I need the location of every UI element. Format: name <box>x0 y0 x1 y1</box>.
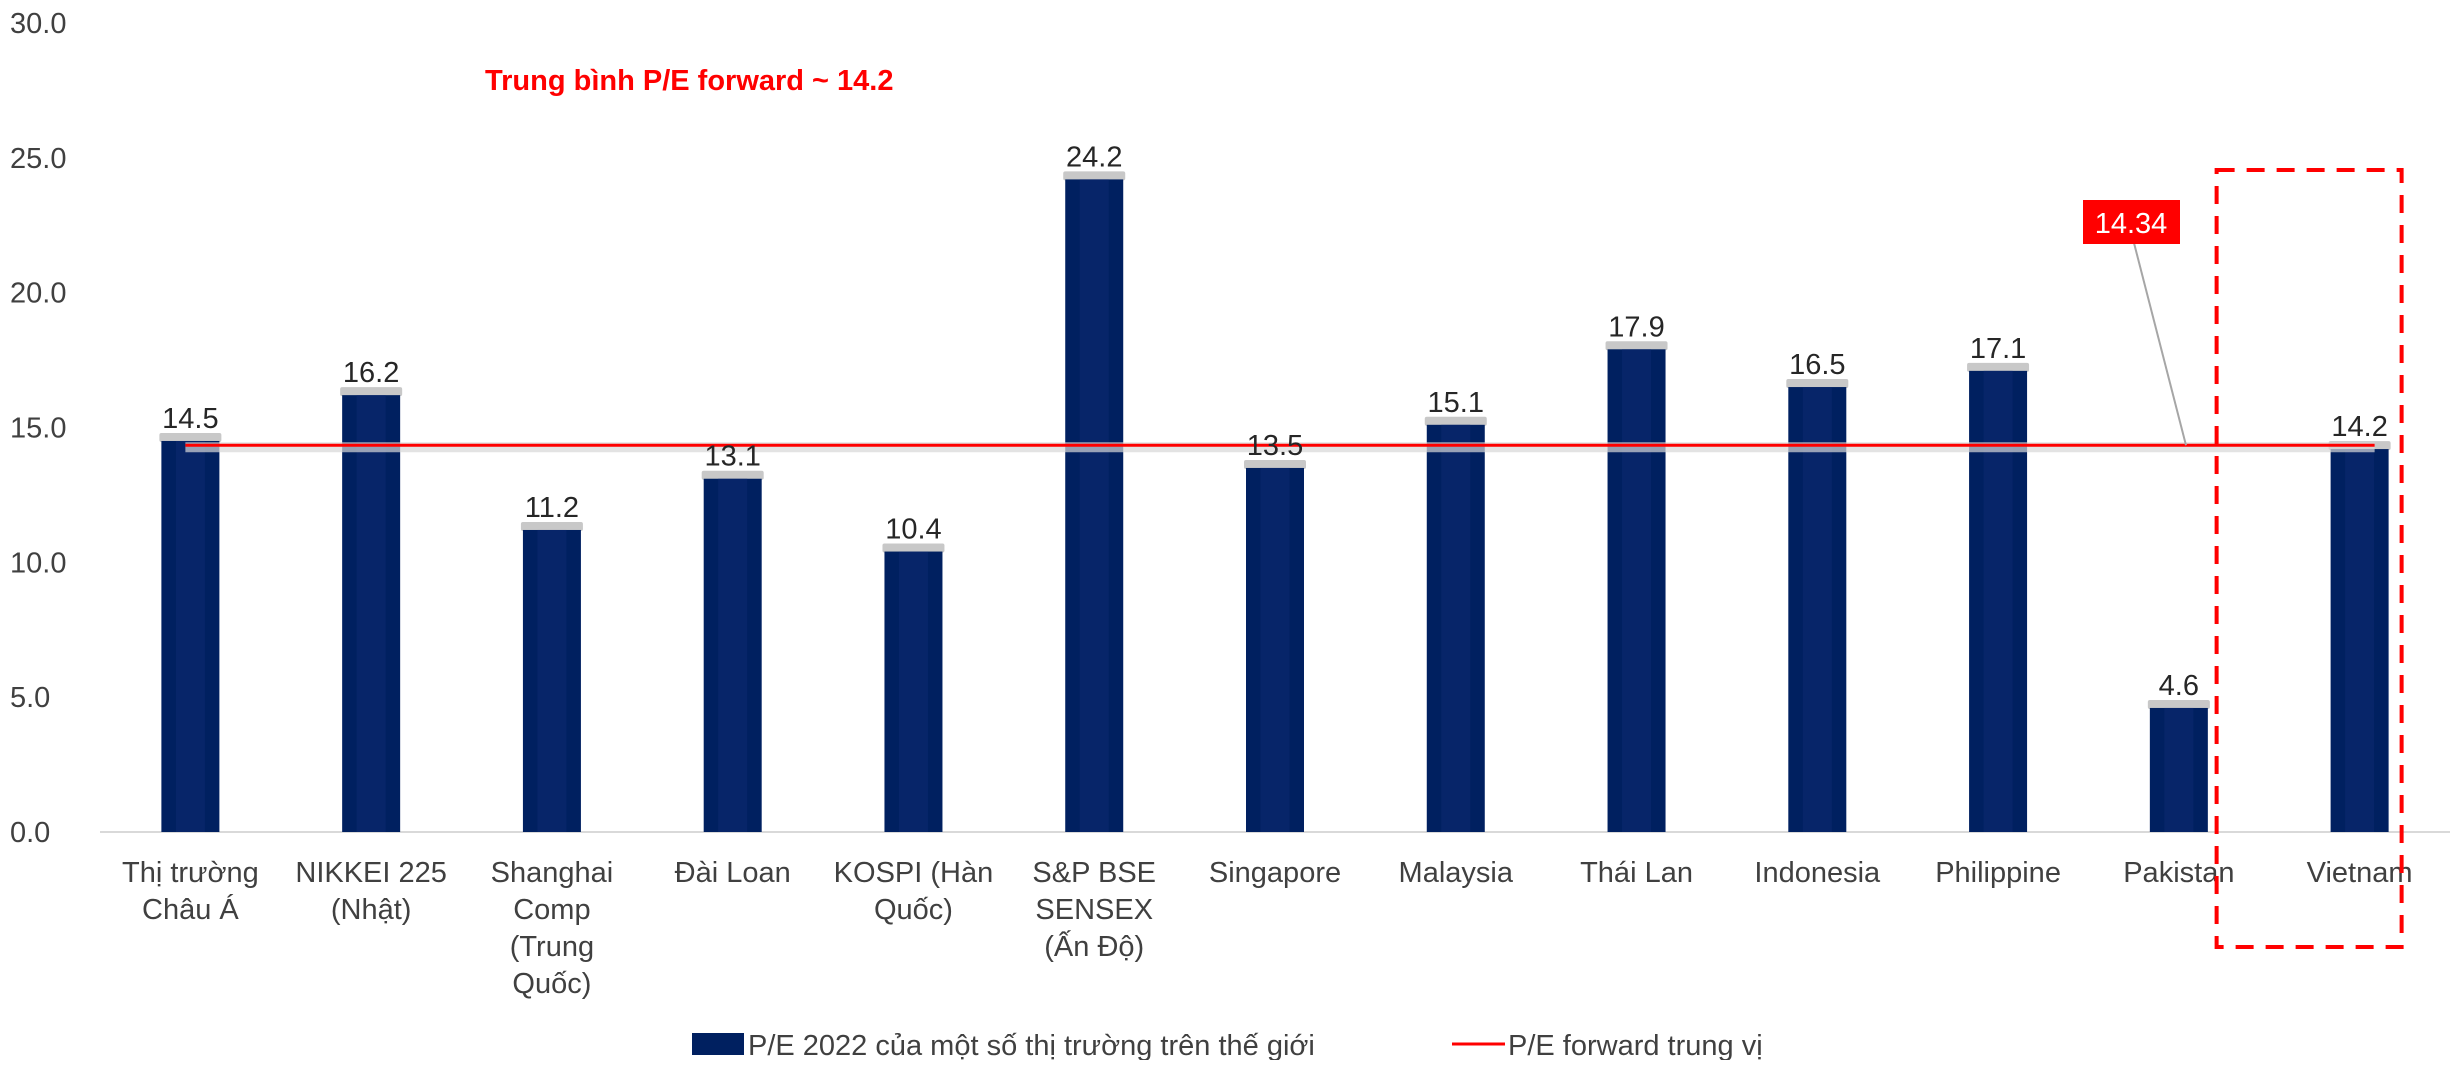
category-label-line: Đài Loan <box>675 857 791 889</box>
y-tick-label: 0.0 <box>10 817 50 849</box>
data-label: 10.4 <box>885 514 941 546</box>
callout-box <box>2083 200 2180 244</box>
average-annotation: Trung bình P/E forward ~ 14.2 <box>485 65 894 97</box>
category-label: Vietnam <box>2307 857 2413 889</box>
x-axis: Thị trường Châu Á NIKKEI 225 (Nhật) Shanghai… <box>122 857 2413 1000</box>
bar-highlight <box>1622 349 1652 832</box>
bar-top-cap <box>1786 379 1849 389</box>
category-label-line: Thị trường <box>122 857 259 889</box>
data-label: 17.9 <box>1608 311 1664 343</box>
y-tick-label: 10.0 <box>10 547 66 579</box>
data-labels: 14.5 16.2 11.2 13.1 10.4 24.2 13.5 15.1 17.9 16.5… <box>162 141 2388 702</box>
legend-swatch-bars <box>692 1033 744 1055</box>
category-label: Indonesia <box>1754 857 1881 889</box>
legend-label-bars: P/E 2022 của một số thị trường trên thế … <box>748 1030 1315 1060</box>
bar-series <box>159 171 2391 832</box>
bar-highlight <box>1802 387 1832 832</box>
data-label: 13.1 <box>704 441 760 473</box>
category-label-line: (Ấn Độ) <box>1044 929 1144 963</box>
bar-highlight <box>1441 424 1471 832</box>
category-label-line: (Trung <box>510 931 594 963</box>
highlight-box <box>2214 168 2404 949</box>
category-label-line: Shanghai <box>491 857 614 889</box>
y-tick-label: 5.0 <box>10 682 50 714</box>
category-label: Thị trường Châu Á <box>122 857 259 926</box>
data-label: 13.5 <box>1247 430 1303 462</box>
category-label-line: KOSPI (Hàn <box>834 857 994 889</box>
data-label: 14.5 <box>162 403 218 435</box>
bar-top-cap <box>1063 171 1126 181</box>
callout-label: 14.34 <box>2095 208 2168 240</box>
category-label-line: Indonesia <box>1754 857 1881 889</box>
data-label: 11.2 <box>525 492 579 524</box>
bar-highlight <box>2164 707 2194 832</box>
bar-top-cap <box>520 521 583 531</box>
category-label-line: SENSEX <box>1035 894 1153 926</box>
bar-top-cap <box>882 543 945 553</box>
category-label: Đài Loan <box>675 857 791 889</box>
bar-highlight <box>718 478 748 832</box>
data-label: 24.2 <box>1066 141 1122 173</box>
category-label-line: Vietnam <box>2307 857 2413 889</box>
bar-highlight <box>1983 370 2013 832</box>
bar-top-cap <box>1967 362 2030 372</box>
category-label: Philippine <box>1935 857 2061 889</box>
bar-top-cap <box>1605 341 1668 351</box>
bar-top-cap <box>1424 416 1487 426</box>
bar-top-cap <box>159 432 222 442</box>
bar-highlight <box>175 440 205 832</box>
bar-highlight <box>898 551 928 832</box>
category-label-line: Singapore <box>1209 857 1341 889</box>
bar-highlight <box>537 529 567 832</box>
bar-highlight <box>356 395 386 832</box>
category-label-line: Comp <box>513 894 590 926</box>
data-label: 16.5 <box>1789 349 1845 381</box>
category-label: NIKKEI 225 (Nhật) <box>295 857 447 926</box>
bar-highlight <box>2345 449 2375 832</box>
category-label: Shanghai Comp (Trung Quốc) <box>491 857 614 1000</box>
bar-top-cap <box>701 470 764 480</box>
category-label-line: Quốc) <box>512 968 591 1000</box>
y-tick-label: 25.0 <box>10 143 66 175</box>
category-label: Malaysia <box>1399 857 1514 889</box>
category-label: Thái Lan <box>1580 857 1693 889</box>
legend: P/E 2022 của một số thị trường trên thế … <box>692 1030 1763 1062</box>
bar-top-cap <box>2147 699 2210 709</box>
category-label: KOSPI (Hàn Quốc) <box>834 857 994 926</box>
category-label-line: Quốc) <box>874 894 953 926</box>
category-label-line: Philippine <box>1935 857 2061 889</box>
category-label-line: (Nhật) <box>331 894 412 926</box>
category-label-line: NIKKEI 225 <box>295 857 447 889</box>
annotations: Trung bình P/E forward ~ 14.2 14.34 <box>485 65 2404 949</box>
legend-label-line: P/E forward trung vị <box>1508 1030 1763 1060</box>
category-label-line: S&P BSE <box>1032 857 1156 889</box>
y-tick-label: 20.0 <box>10 278 66 310</box>
category-label-line: Malaysia <box>1399 857 1514 889</box>
bar-top-cap <box>1244 459 1306 469</box>
category-label-line: Thái Lan <box>1580 857 1693 889</box>
category-label-line: Châu Á <box>142 893 239 926</box>
y-tick-label: 15.0 <box>10 413 66 445</box>
bar-highlight <box>1260 467 1290 832</box>
bar-top-cap <box>340 387 403 397</box>
median-line-series <box>185 442 2375 453</box>
category-label: S&P BSE SENSEX (Ấn Độ) <box>1032 857 1156 963</box>
bar-highlight <box>1079 179 1109 832</box>
data-label: 17.1 <box>1970 333 2026 365</box>
category-label: Singapore <box>1209 857 1341 889</box>
data-label: 4.6 <box>2159 670 2199 702</box>
data-label: 14.2 <box>2331 411 2387 443</box>
y-tick-label: 30.0 <box>10 8 66 40</box>
data-label: 15.1 <box>1428 387 1484 419</box>
callout-leader <box>2133 242 2187 446</box>
data-label: 16.2 <box>343 357 399 389</box>
